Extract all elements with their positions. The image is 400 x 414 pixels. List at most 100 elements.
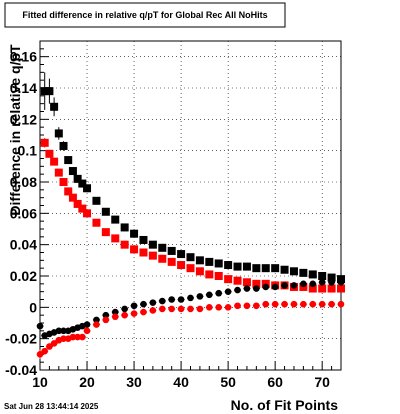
data-point-circle [36,351,44,358]
data-point-circle [196,293,204,300]
data-point-square [73,174,82,183]
data-point-circle [93,316,100,324]
data-point-circle [149,299,157,306]
y-tick-label: 0.14 [10,80,37,96]
data-point-circle [149,307,157,314]
data-point-square [130,229,139,238]
y-tick-label: 0.02 [10,268,37,284]
data-point-square [83,184,92,193]
data-point-square [299,268,308,277]
data-point-square [289,267,298,276]
data-point-circle [328,300,335,308]
data-point-circle [83,321,91,328]
x-tick-label: 10 [32,374,48,390]
data-point-square [261,264,270,273]
data-point-circle [168,305,175,313]
data-point-circle [281,282,288,289]
data-point-circle [243,285,251,292]
data-point-square [205,270,214,279]
y-tick-label: 0.16 [10,49,37,65]
series-2 [40,138,345,293]
data-point-square [50,102,59,111]
data-point-square [148,240,157,249]
data-point-square [242,262,251,271]
data-point-circle [309,280,317,288]
y-tick-label: 0.06 [10,205,37,221]
data-point-square [64,156,73,165]
data-point-circle [215,289,223,297]
data-point-square [45,87,54,96]
data-point-square [78,204,87,213]
data-point-circle [102,311,110,319]
data-point-circle [130,302,138,310]
data-point-square [92,196,101,205]
data-point-circle [93,321,100,328]
x-tick-label: 30 [126,374,142,390]
data-point-circle [177,296,185,303]
data-point-square [101,228,110,237]
data-point-circle [140,308,147,316]
data-point-square [224,275,233,284]
data-point-square [111,234,120,243]
data-point-circle [234,286,241,294]
chart-title: Fitted difference in relative q/pT for G… [22,10,267,20]
data-point-circle [253,302,260,310]
data-point-circle [206,304,213,311]
data-point-square [327,284,336,293]
data-point-circle [69,333,77,341]
data-point-circle [318,278,326,286]
data-point-square [111,215,120,224]
data-point-circle [234,302,241,310]
y-tick-label: 0.04 [10,237,37,253]
data-point-square [64,187,73,196]
y-tick-label: 0.12 [10,111,37,127]
data-point-circle [79,333,86,341]
data-point-circle [36,322,44,330]
data-point-circle [196,305,204,313]
data-point-circle [60,327,67,335]
data-point-square [195,256,204,265]
data-point-circle [158,297,166,305]
data-point-circle [262,300,270,308]
data-point-circle [224,288,232,295]
data-point-square [78,179,87,188]
y-tick-label: 0.08 [10,174,37,190]
data-point-square [308,284,317,293]
data-point-circle [309,300,317,308]
data-point-square [233,262,242,271]
data-point-circle [41,347,49,355]
data-point-circle [337,300,345,308]
data-point-square [120,223,129,232]
data-point-square [139,248,148,257]
data-point-square [177,261,186,270]
data-point-circle [83,327,91,335]
data-point-circle [243,302,251,310]
data-point-square [214,259,223,268]
data-point-square [242,278,251,287]
data-point-circle [300,280,307,288]
title-box: Fitted difference in relative q/pT for G… [4,2,286,28]
data-point-circle [177,305,185,313]
x-tick-label: 40 [173,374,189,390]
data-point-square [252,264,261,273]
title-frame [4,2,286,28]
data-point-circle [253,285,260,292]
data-point-square [308,270,317,279]
data-point-circle [290,282,298,289]
data-point-square [177,250,186,259]
data-point-square [130,245,139,254]
data-point-square [195,267,204,276]
data-point-square [337,284,345,293]
data-point-square [73,199,82,208]
data-point-circle [262,283,270,291]
data-point-circle [337,278,345,286]
data-point-circle [300,300,307,308]
data-point-circle [46,343,53,350]
data-point-square [45,149,54,158]
data-point-circle [158,305,166,313]
data-point-circle [60,335,67,342]
data-point-square [224,261,233,270]
x-axis-title: No. of Fit Points [231,397,339,413]
data-point-square [327,273,336,282]
data-point-circle [318,300,326,308]
